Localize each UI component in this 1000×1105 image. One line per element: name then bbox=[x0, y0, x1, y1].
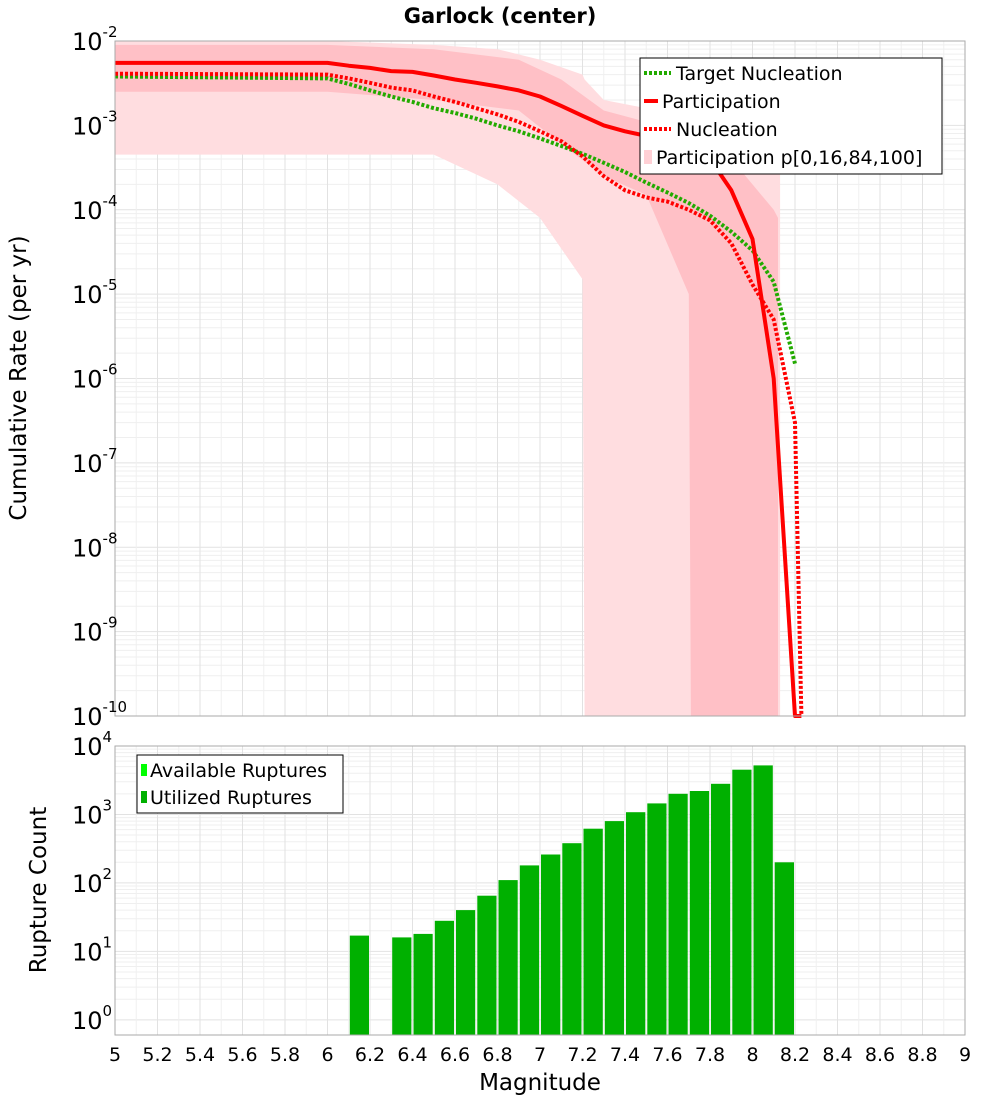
y-tick-exponent: 1 bbox=[103, 933, 113, 951]
y-tick-exponent: -8 bbox=[103, 529, 118, 547]
y-tick-exponent: 3 bbox=[103, 796, 113, 814]
x-tick-label: 8.8 bbox=[907, 1044, 937, 1066]
y-tick-exponent: -6 bbox=[103, 361, 118, 379]
x-tick-label: 6.6 bbox=[440, 1044, 470, 1066]
bar-utilized-ruptures bbox=[689, 791, 710, 1035]
top-bands bbox=[115, 41, 781, 716]
legend-swatch-available-ruptures bbox=[141, 764, 147, 776]
x-tick-label: 8.4 bbox=[822, 1044, 852, 1066]
bar-utilized-ruptures bbox=[541, 854, 561, 1035]
bar-utilized-ruptures bbox=[434, 920, 454, 1035]
series-line-participation bbox=[115, 60, 802, 718]
bar-utilized-ruptures bbox=[668, 793, 688, 1035]
bottom-bars bbox=[349, 765, 794, 1035]
x-tick-label: 8.6 bbox=[865, 1044, 895, 1066]
x-tick-label: 5.4 bbox=[185, 1044, 215, 1066]
x-tick-label: 7.2 bbox=[567, 1044, 597, 1066]
bar-utilized-ruptures bbox=[562, 843, 582, 1035]
bar-utilized-ruptures bbox=[604, 821, 624, 1035]
x-tick-label: 5.8 bbox=[270, 1044, 300, 1066]
band-participation-p-0-100- bbox=[115, 41, 781, 716]
y-tick-exponent: -4 bbox=[103, 192, 118, 210]
x-tick-label: 6.2 bbox=[355, 1044, 385, 1066]
x-tick-label: 8.2 bbox=[780, 1044, 810, 1066]
x-axis-label: Magnitude bbox=[479, 1070, 601, 1096]
y-tick-exponent: -3 bbox=[103, 107, 118, 125]
legend-label-available-ruptures: Available Ruptures bbox=[150, 760, 327, 782]
legend-swatch-utilized-ruptures bbox=[141, 791, 147, 803]
band-participation-p-16-84- bbox=[115, 44, 778, 716]
legend-label-utilized-ruptures: Utilized Ruptures bbox=[150, 787, 312, 809]
bottom-legend-box bbox=[136, 754, 344, 814]
x-tick-labels: 5 5.2 5.4 5.6 5.8 6 6.2 6.4 6.6 6.8 7 7.2 7.4 7.6 7.8 8… bbox=[109, 1044, 971, 1066]
series-line-target-nucleation bbox=[114, 74, 797, 365]
y-tick-exponent: -5 bbox=[103, 276, 118, 294]
y-tick-exponent: 4 bbox=[103, 728, 113, 746]
x-tick-label: 7.4 bbox=[610, 1044, 640, 1066]
y-tick-label: 10-2 bbox=[72, 23, 118, 56]
x-tick-label: 7.6 bbox=[652, 1044, 682, 1066]
bottom-plot-frame bbox=[114, 745, 966, 1036]
y-tick-exponent: -9 bbox=[103, 614, 118, 632]
top-plot-frame bbox=[114, 40, 966, 717]
bar-utilized-ruptures bbox=[392, 937, 412, 1035]
legend-label-nucleation: Nucleation bbox=[676, 119, 778, 141]
top-lines bbox=[114, 60, 804, 718]
x-tick-label: 7 bbox=[534, 1044, 546, 1066]
y-tick-exponent: 0 bbox=[103, 1002, 113, 1020]
bar-utilized-ruptures bbox=[413, 933, 433, 1035]
x-tick-label: 6.4 bbox=[397, 1044, 427, 1066]
bottom-legend: Available Ruptures Utilized Ruptures bbox=[136, 754, 344, 814]
bar-utilized-ruptures bbox=[456, 910, 476, 1035]
top-y-tick-labels: 10-210-310-410-510-610-710-810-910-10 bbox=[72, 23, 127, 731]
bottom-y-axis-label: Rupture Count bbox=[26, 807, 52, 973]
bar-utilized-ruptures bbox=[711, 783, 731, 1035]
bar-utilized-ruptures bbox=[349, 935, 369, 1035]
x-tick-label: 5 bbox=[109, 1044, 121, 1066]
y-tick-exponent: 2 bbox=[103, 865, 113, 883]
legend-swatch-participation-band bbox=[644, 150, 652, 164]
y-tick-exponent: -2 bbox=[103, 23, 118, 41]
top-legend: Target Nucleation Participation Nucleati… bbox=[639, 57, 943, 175]
x-tick-label: 7.8 bbox=[695, 1044, 725, 1066]
legend-label-target-nucleation: Target Nucleation bbox=[675, 63, 843, 85]
bar-utilized-ruptures bbox=[626, 812, 646, 1035]
y-tick-label: 10-10 bbox=[72, 698, 127, 731]
bar-utilized-ruptures bbox=[647, 803, 667, 1035]
top-y-axis-label: Cumulative Rate (per yr) bbox=[6, 235, 32, 520]
bar-utilized-ruptures bbox=[732, 769, 752, 1035]
x-tick-label: 6.8 bbox=[482, 1044, 512, 1066]
series-line-nucleation bbox=[114, 71, 804, 717]
bar-utilized-ruptures bbox=[477, 895, 497, 1035]
bar-utilized-ruptures bbox=[519, 865, 540, 1035]
bar-utilized-ruptures bbox=[774, 862, 794, 1035]
y-tick-exponent: -10 bbox=[103, 698, 128, 716]
bar-utilized-ruptures bbox=[753, 765, 773, 1035]
x-tick-label: 5.6 bbox=[227, 1044, 257, 1066]
top-legend-box bbox=[639, 57, 943, 175]
legend-label-participation-band: Participation p[0,16,84,100] bbox=[656, 147, 922, 169]
x-tick-label: 8 bbox=[746, 1044, 758, 1066]
bar-utilized-ruptures bbox=[583, 828, 603, 1035]
x-tick-label: 5.2 bbox=[142, 1044, 172, 1066]
y-tick-exponent: -7 bbox=[103, 445, 118, 463]
x-tick-label: 9 bbox=[959, 1044, 971, 1066]
legend-label-participation: Participation bbox=[662, 91, 781, 113]
chart-title: Garlock (center) bbox=[404, 4, 597, 28]
x-tick-label: 6 bbox=[321, 1044, 333, 1066]
bar-utilized-ruptures bbox=[498, 880, 518, 1035]
